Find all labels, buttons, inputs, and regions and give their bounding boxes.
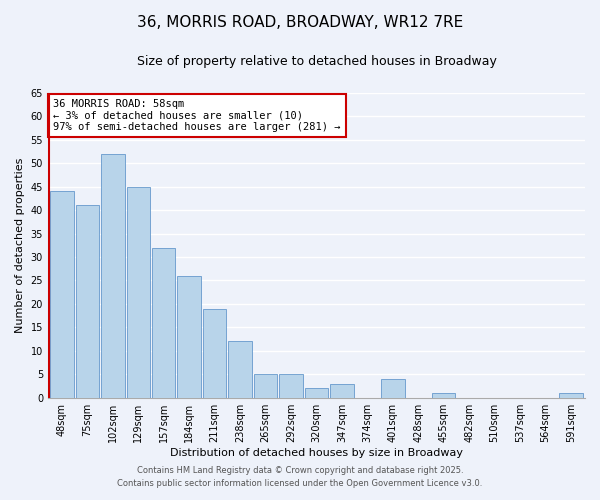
Bar (254, 374, 277, 398)
Text: 36, MORRIS ROAD, BROADWAY, WR12 7RE: 36, MORRIS ROAD, BROADWAY, WR12 7RE (137, 15, 463, 30)
Bar (229, 342, 252, 398)
Bar (152, 248, 175, 398)
Bar (76, 206, 99, 398)
Bar (101, 154, 125, 398)
Bar (432, 393, 455, 398)
Bar (330, 384, 353, 398)
Bar (559, 393, 583, 398)
Y-axis label: Number of detached properties: Number of detached properties (15, 158, 25, 333)
Bar (381, 379, 404, 398)
Bar (50, 192, 74, 398)
Bar (127, 186, 150, 398)
Bar (178, 276, 201, 398)
Bar (305, 388, 328, 398)
Text: Contains HM Land Registry data © Crown copyright and database right 2025.
Contai: Contains HM Land Registry data © Crown c… (118, 466, 482, 487)
Bar (203, 308, 226, 398)
Bar (279, 374, 303, 398)
X-axis label: Distribution of detached houses by size in Broadway: Distribution of detached houses by size … (170, 448, 463, 458)
Title: Size of property relative to detached houses in Broadway: Size of property relative to detached ho… (137, 55, 496, 68)
Text: 36 MORRIS ROAD: 58sqm
← 3% of detached houses are smaller (10)
97% of semi-detac: 36 MORRIS ROAD: 58sqm ← 3% of detached h… (53, 99, 341, 132)
